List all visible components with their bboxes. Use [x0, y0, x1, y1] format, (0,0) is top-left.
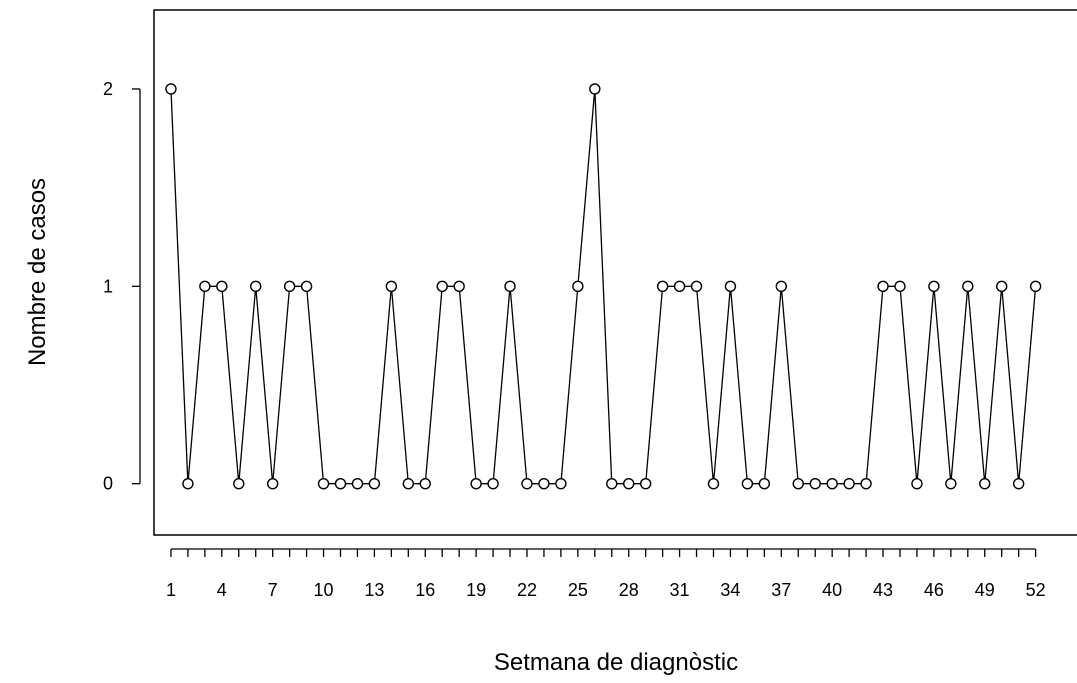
data-point	[556, 479, 566, 489]
data-point	[776, 281, 786, 291]
data-point	[319, 479, 329, 489]
x-tick-label: 22	[517, 580, 537, 600]
data-point	[658, 281, 668, 291]
x-axis: 1 4 7 10 13 16 19 22 25 28 31 34 37 40 43 46 49 52	[166, 549, 1046, 600]
data-point	[929, 281, 939, 291]
data-point	[607, 479, 617, 489]
data-point	[302, 281, 312, 291]
data-point	[539, 479, 549, 489]
data-point	[251, 281, 261, 291]
data-point	[1014, 479, 1024, 489]
data-point	[895, 281, 905, 291]
plot-frame	[154, 10, 1077, 535]
data-point	[285, 281, 295, 291]
data-point	[980, 479, 990, 489]
data-point	[403, 479, 413, 489]
data-point	[488, 479, 498, 489]
data-point	[725, 281, 735, 291]
data-point	[234, 479, 244, 489]
data-point	[641, 479, 651, 489]
data-point	[997, 281, 1007, 291]
data-point	[183, 479, 193, 489]
x-tick-label: 19	[466, 580, 486, 600]
data-point	[217, 281, 227, 291]
data-point	[471, 479, 481, 489]
data-point	[759, 479, 769, 489]
data-point	[454, 281, 464, 291]
data-point	[590, 84, 600, 94]
data-point	[336, 479, 346, 489]
x-tick-label: 1	[166, 580, 176, 600]
x-tick-label: 25	[568, 580, 588, 600]
x-tick-label: 37	[771, 580, 791, 600]
y-tick-label: 2	[103, 79, 113, 99]
data-point	[708, 479, 718, 489]
series-line	[171, 89, 1036, 484]
y-tick-label: 0	[103, 474, 113, 494]
y-axis: 0 1 2	[103, 79, 140, 494]
x-tick-label: 10	[314, 580, 334, 600]
data-point	[810, 479, 820, 489]
x-tick-label: 34	[720, 580, 740, 600]
data-point	[827, 479, 837, 489]
data-point	[268, 479, 278, 489]
x-tick-label: 40	[822, 580, 842, 600]
x-axis-label: Setmana de diagnòstic	[494, 649, 738, 676]
data-point	[692, 281, 702, 291]
data-point	[963, 281, 973, 291]
data-point	[166, 84, 176, 94]
data-point	[522, 479, 532, 489]
data-point	[420, 479, 430, 489]
data-point	[912, 479, 922, 489]
data-point	[386, 281, 396, 291]
data-point	[437, 281, 447, 291]
data-point	[200, 281, 210, 291]
x-tick-label: 28	[619, 580, 639, 600]
data-point	[878, 281, 888, 291]
x-tick-label: 49	[975, 580, 995, 600]
x-tick-label: 31	[670, 580, 690, 600]
data-point	[1031, 281, 1041, 291]
x-tick-label: 4	[217, 580, 227, 600]
data-point	[573, 281, 583, 291]
data-point	[793, 479, 803, 489]
data-point	[861, 479, 871, 489]
data-point	[352, 479, 362, 489]
data-point	[369, 479, 379, 489]
x-tick-label: 46	[924, 580, 944, 600]
data-point	[844, 479, 854, 489]
x-tick-label: 13	[364, 580, 384, 600]
x-tick-label: 43	[873, 580, 893, 600]
data-point	[742, 479, 752, 489]
y-axis-label: Nombre de casos	[24, 178, 51, 366]
data-point	[946, 479, 956, 489]
y-tick-label: 1	[103, 276, 113, 296]
data-point	[675, 281, 685, 291]
data-point	[505, 281, 515, 291]
x-tick-label: 52	[1026, 580, 1046, 600]
data-point	[624, 479, 634, 489]
series-layer	[166, 84, 1041, 489]
x-tick-label: 16	[415, 580, 435, 600]
x-tick-label: 7	[268, 580, 278, 600]
